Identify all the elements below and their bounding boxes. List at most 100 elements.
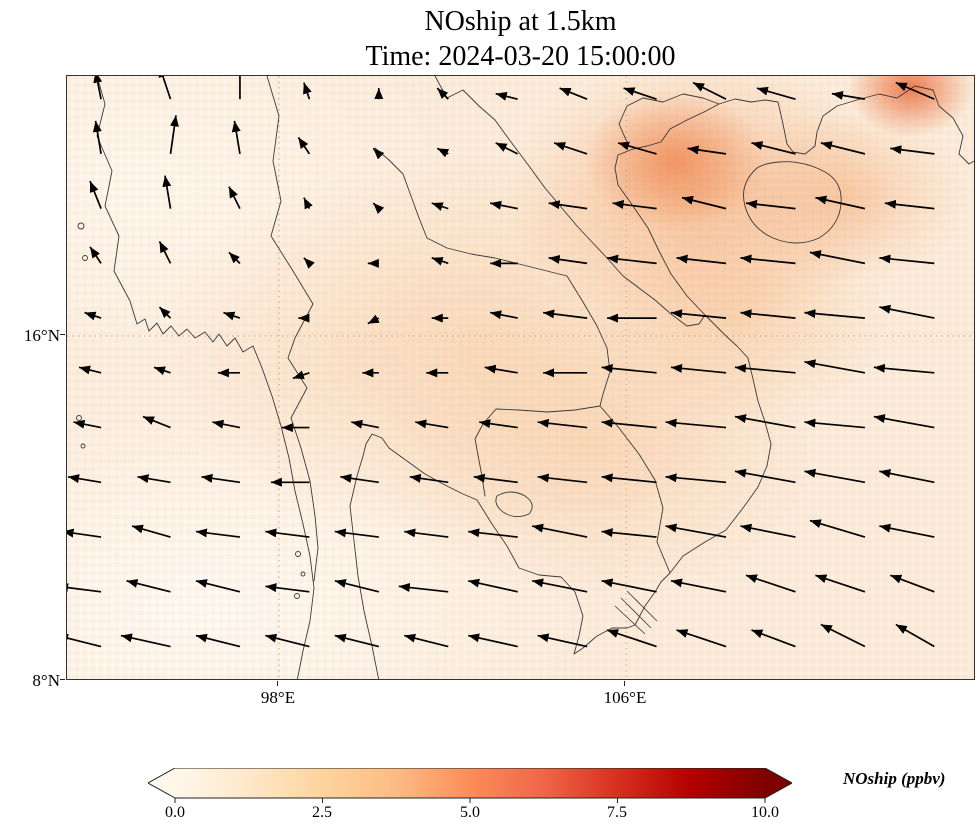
wind-arrow [676,629,727,648]
wind-arrow [601,418,657,429]
title-timestamp: Time: 2024-03-20 15:00:00 [365,41,676,72]
colorbar-bar [146,767,794,799]
wind-arrow [409,473,449,484]
wind-arrow [670,309,727,319]
wind-arrow [468,528,518,538]
wind-arrow [548,200,588,210]
island [82,255,88,261]
ytick-8n [60,679,65,680]
wind-arrow [895,623,935,648]
wind-arrow [158,240,172,264]
wind-arrow [665,418,727,429]
cbar-tick-2p5: 2.5 [312,804,332,821]
colorbar-ticks [174,798,766,803]
wind-arrow [751,141,796,155]
wind-arrow [404,633,449,648]
colorbar-label: NOship (ppbv) [843,769,946,788]
wind-arrow [89,180,102,209]
wind-arrow [372,147,385,160]
wind-arrow [297,136,311,155]
wind-arrow [334,633,380,648]
wind-arrow [873,363,935,374]
wind-arrow [158,306,172,319]
island [300,571,306,577]
wind-arrow [162,175,172,209]
wind-arrow [228,186,241,210]
wind-arrow [436,147,450,158]
wind-arrow [484,364,518,374]
wind-arrow [231,120,241,155]
figure-title: NOship at 1.5km Time: 2024-03-20 15:00:0… [66,4,975,74]
lake-tonle-sap [495,491,533,517]
wind-arrow [303,197,313,210]
wind-arrow [873,414,935,429]
island [80,443,86,449]
wind-arrow [601,363,657,374]
wind-arrow [804,359,866,374]
wind-arrow [537,473,588,484]
wind-arrow [879,523,935,538]
wind-arrow [537,633,588,648]
mekong-delta-channels [614,590,658,635]
wind-arrow [195,633,241,648]
wind-arrow [537,418,588,429]
wind-arrow [815,195,866,210]
coastlines [76,76,974,679]
wind-arrow [223,311,241,321]
border-cambodia-vietnam [599,405,671,574]
wind-arrow [531,523,588,538]
wind-arrow [745,199,796,210]
delta-channel [626,590,658,622]
wind-arrow [831,91,866,100]
border-laos-vietnam [434,76,706,327]
wind-arrow [490,200,518,210]
ytick-label-16n: 16°N [23,326,60,345]
border-thailand-myanmar [266,76,319,582]
wind-arrow [158,76,172,100]
wind-arrow [303,257,315,269]
wind-arrow [687,145,727,155]
wind-arrow [884,199,935,210]
wind-arrow [692,81,727,100]
wind-arrow [265,633,310,648]
cbar-tick-5: 5.0 [460,804,480,821]
wind-arrow [815,574,866,593]
coastline-gulf-thailand-vietnam-china [349,85,974,679]
coastline-hainan-island [743,161,842,244]
wind-arrow [334,579,380,593]
wind-arrow [879,254,935,265]
wind-arrow [212,419,241,429]
cbar-tick-10: 10.0 [751,804,779,821]
wind-arrow [601,528,657,538]
wind-arrow [334,528,379,538]
wind-arrow [890,574,935,593]
wind-arrow [617,141,657,155]
wind-arrow [131,524,171,538]
wind-arrow [495,91,518,101]
wind-arrow [67,633,102,648]
wind-arrow [804,468,866,484]
wind-arrow [756,86,796,100]
wind-arrow [367,314,380,325]
island [76,415,82,421]
wind-arrow [142,415,171,429]
wind-arrow [398,583,449,593]
wind-arrow [820,623,866,648]
wind-arrow [89,246,102,264]
xtick-106e [624,681,625,686]
island [295,551,301,557]
ytick-16n [60,334,65,335]
wind-arrow [292,370,310,380]
wind-arrow [531,578,588,593]
xtick-label-106e: 106°E [603,688,647,707]
wind-arrow [740,254,796,265]
wind-arrow [195,579,241,593]
wind-arrow [92,120,102,155]
wind-arrow [490,310,518,320]
cbar-tick-7p5: 7.5 [607,804,627,821]
wind-arrow [740,309,796,319]
wind-arrow [84,311,102,321]
xtick-98e [277,681,278,686]
wind-arrow [601,473,657,484]
